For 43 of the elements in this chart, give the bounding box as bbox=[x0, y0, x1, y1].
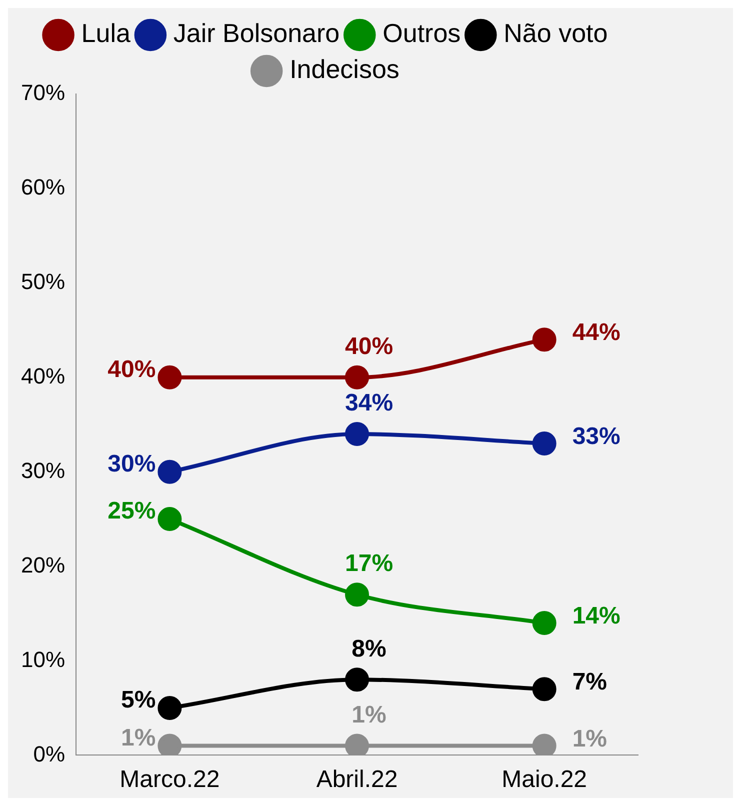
x-tick-label: Marco.22 bbox=[120, 766, 220, 794]
point bbox=[158, 365, 182, 390]
point bbox=[158, 507, 182, 532]
legend-label: Lula bbox=[81, 18, 131, 48]
data-label: 30% bbox=[108, 450, 156, 478]
data-label: 5% bbox=[121, 686, 156, 714]
data-label: 8% bbox=[352, 635, 386, 662]
legend-label: Indecisos bbox=[290, 54, 400, 84]
data-label: 17% bbox=[344, 550, 394, 578]
x-tick-label: Abril.22 bbox=[316, 766, 398, 794]
point bbox=[158, 696, 182, 720]
legend-label: Jair Bolsonaro bbox=[173, 18, 340, 48]
data-label: 1% bbox=[352, 701, 386, 728]
data-label: 33% bbox=[572, 423, 620, 450]
y-tick-label: 20% bbox=[20, 552, 66, 578]
point bbox=[345, 668, 370, 692]
data-label: 34% bbox=[344, 390, 394, 417]
legend-label: Outros bbox=[382, 18, 461, 48]
y-tick-label: 50% bbox=[20, 268, 66, 294]
y-tick-label: 30% bbox=[20, 458, 66, 483]
legend-label: Não voto bbox=[504, 18, 608, 48]
data-label: 40% bbox=[108, 356, 156, 383]
point bbox=[532, 431, 556, 456]
data-label: 1% bbox=[121, 724, 156, 752]
data-label: 25% bbox=[108, 498, 156, 525]
data-label: 14% bbox=[572, 602, 620, 630]
data-label: 44% bbox=[572, 319, 620, 346]
data-label: 1% bbox=[572, 725, 608, 752]
point bbox=[158, 460, 182, 484]
point bbox=[345, 582, 370, 607]
y-tick-label: 40% bbox=[20, 363, 66, 388]
x-tick-label: Maio.22 bbox=[502, 766, 588, 794]
y-tick-label: 10% bbox=[20, 646, 66, 672]
point bbox=[532, 328, 556, 352]
point bbox=[345, 365, 370, 390]
point bbox=[532, 610, 556, 635]
data-label: 40% bbox=[344, 332, 394, 360]
y-tick-label: 0% bbox=[33, 741, 66, 766]
y-tick-label: 70% bbox=[20, 80, 66, 106]
point bbox=[345, 422, 370, 446]
point bbox=[532, 677, 556, 702]
y-tick-label: 60% bbox=[20, 174, 66, 200]
data-label: 7% bbox=[572, 668, 608, 696]
